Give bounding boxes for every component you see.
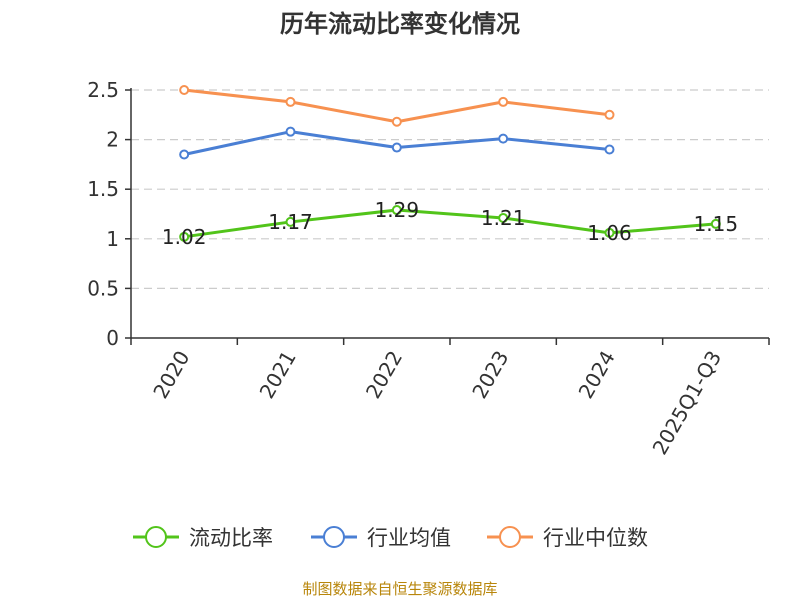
data-label: 1.15 xyxy=(694,212,739,236)
x-tick-label: 2021 xyxy=(255,347,301,403)
x-tick-label: 2025Q1-Q3 xyxy=(647,347,726,459)
y-tick-label: 0.5 xyxy=(87,276,119,300)
series-point-2 xyxy=(604,109,615,120)
series-point-2 xyxy=(498,96,509,107)
series-point-1 xyxy=(285,126,296,137)
series-point-0 xyxy=(391,205,402,216)
data-label: 1.17 xyxy=(268,210,313,234)
chart-title: 历年流动比率变化情况 xyxy=(280,10,520,38)
series-point-1 xyxy=(604,144,615,155)
series-point-2 xyxy=(285,96,296,107)
series-point-0 xyxy=(604,227,615,238)
x-tick-label: 2022 xyxy=(361,347,407,403)
y-tick-label: 2 xyxy=(106,128,119,152)
series-point-0 xyxy=(710,218,721,229)
y-tick-label: 2.5 xyxy=(87,78,119,102)
series-point-1 xyxy=(498,133,509,144)
data-label: 1.29 xyxy=(375,198,420,222)
data-label: 1.21 xyxy=(481,206,526,230)
series-point-2 xyxy=(391,116,402,127)
y-tick-label: 1 xyxy=(106,227,119,251)
legend-label: 行业均值 xyxy=(367,526,451,550)
series-point-2 xyxy=(179,85,190,95)
legend-item[interactable]: 行业中位数 xyxy=(487,526,648,550)
legend-marker xyxy=(145,526,167,548)
x-tick-label: 2020 xyxy=(148,347,194,403)
series-point-1 xyxy=(391,142,402,153)
series-point-0 xyxy=(498,212,509,223)
source-note: 制图数据来自恒生聚源数据库 xyxy=(302,580,497,598)
x-tick-label: 2023 xyxy=(467,346,513,402)
data-label: 1.06 xyxy=(587,221,632,245)
axes: 0 0.5 1 1.5 2 2.5 2020 2021 2022 2023 2024 2025Q1-Q… xyxy=(87,78,770,459)
data-labels: 1.02 1.17 1.29 1.21 1.06 1.15 xyxy=(162,198,738,249)
legend-label: 行业中位数 xyxy=(543,526,648,550)
legend-label: 流动比率 xyxy=(189,526,273,550)
y-tick-label: 1.5 xyxy=(87,177,119,201)
series-point-0 xyxy=(179,231,190,242)
data-label: 1.02 xyxy=(162,225,207,249)
legend-item[interactable]: 行业均值 xyxy=(311,526,451,550)
series-line-0 xyxy=(183,208,716,239)
legend[interactable]: 流动比率 行业均值 行业中位数 xyxy=(133,526,648,550)
y-tick-label: 0 xyxy=(106,326,119,350)
legend-item[interactable]: 流动比率 xyxy=(133,526,273,550)
series-point-0 xyxy=(285,216,296,227)
legend-marker xyxy=(499,526,521,548)
x-tick-label: 2024 xyxy=(574,347,620,403)
grid xyxy=(131,89,769,289)
legend-marker xyxy=(323,526,345,548)
series-layer xyxy=(179,85,721,242)
series-point-1 xyxy=(179,149,190,160)
